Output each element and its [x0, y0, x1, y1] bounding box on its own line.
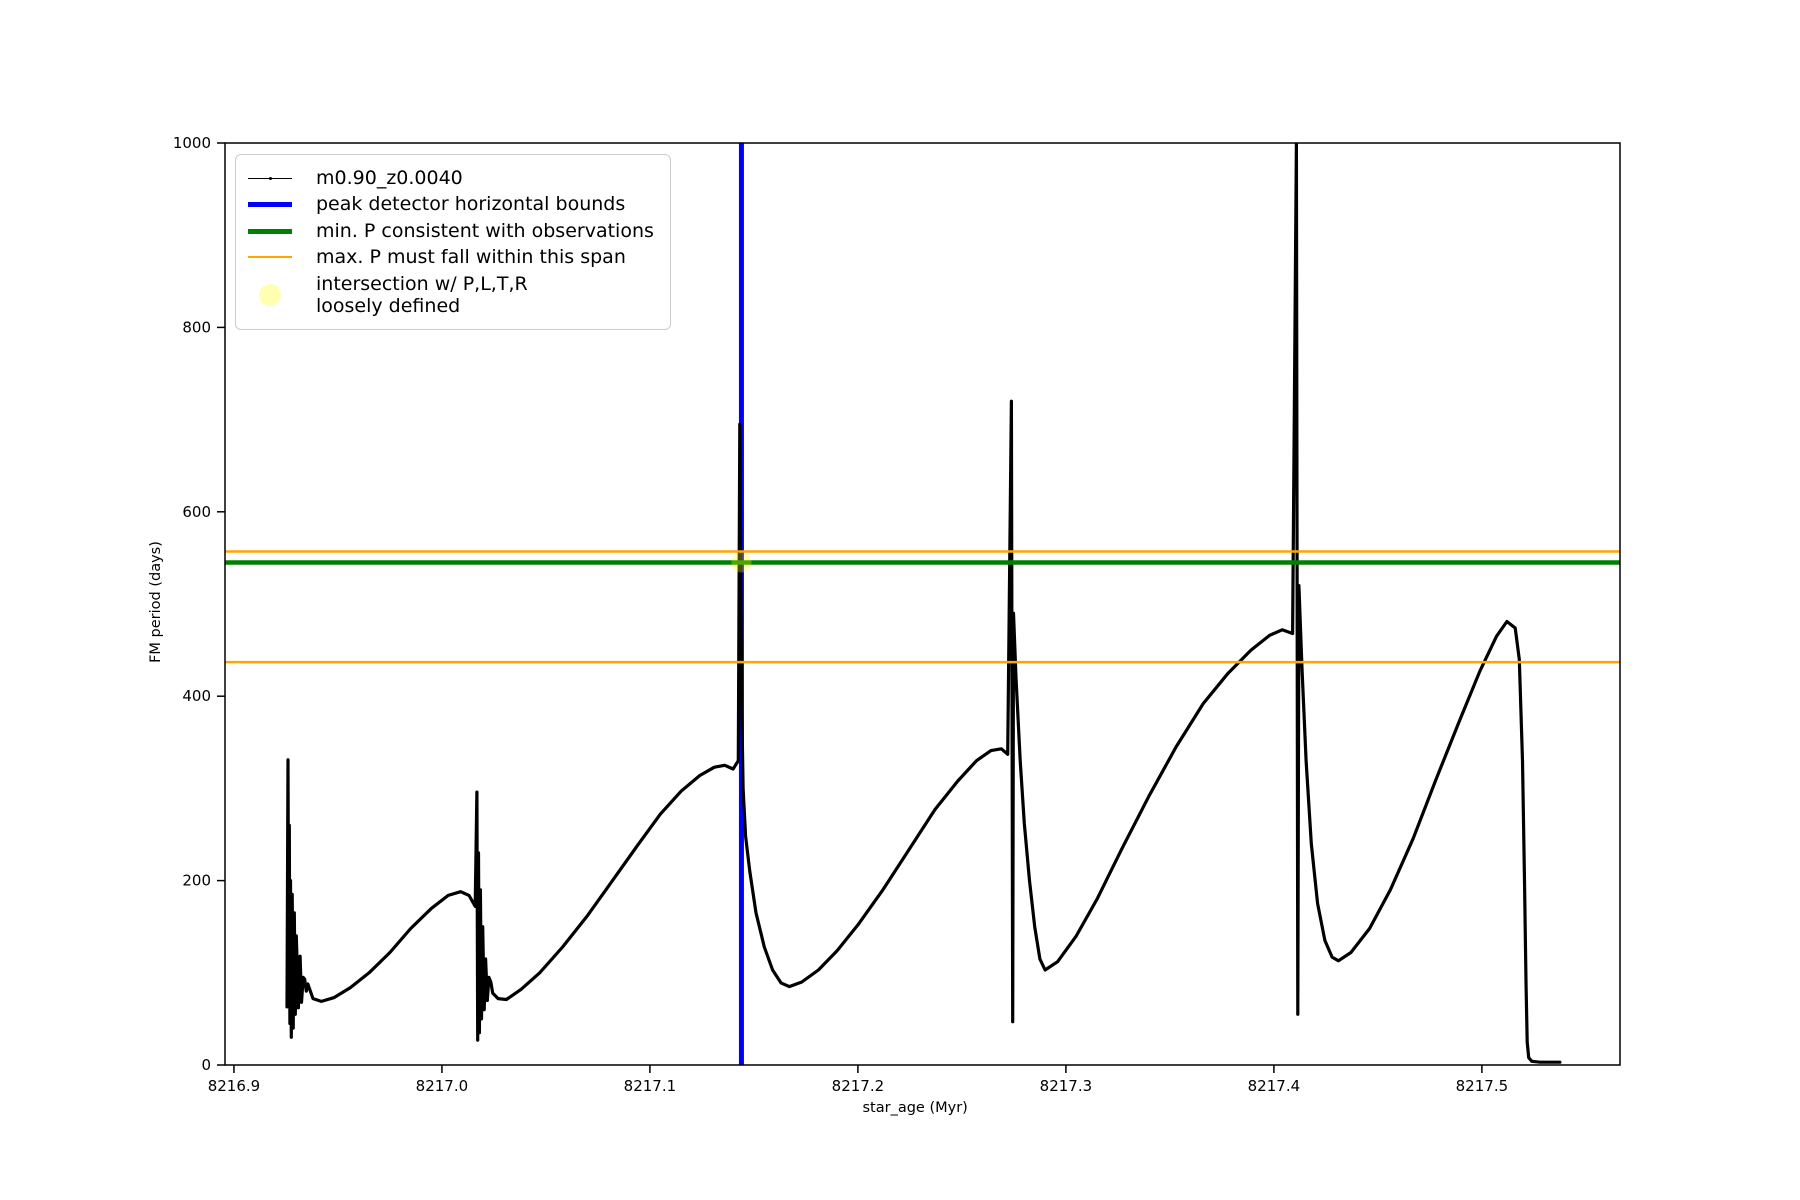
plot-frame: [224, 142, 1621, 1066]
x-tick-label: 8217.5: [1456, 1077, 1509, 1095]
legend-item-min-p: min. P consistent with observations: [248, 220, 656, 242]
y-tick-label: 400: [182, 687, 211, 705]
legend-item-peak-detector: peak detector horizontal bounds: [248, 193, 656, 215]
legend-label: intersection w/ P,L,T,R loosely defined: [316, 272, 528, 318]
x-tick-label: 8217.4: [1248, 1077, 1301, 1095]
y-tick-label: 600: [182, 503, 211, 521]
legend-item-max-p: max. P must fall within this span: [248, 246, 656, 268]
y-axis-label: FM period (days): [147, 541, 164, 663]
series-line-icon: [248, 176, 292, 180]
x-tick-label: 8217.0: [416, 1077, 469, 1095]
y-tick-label: 0: [201, 1056, 211, 1074]
x-axis-label: star_age (Myr): [862, 1100, 968, 1116]
legend-label: min. P consistent with observations: [316, 219, 654, 242]
x-tick-label: 8217.3: [1040, 1077, 1093, 1095]
legend-label: m0.90_z0.0040: [316, 167, 463, 189]
blue-line-icon: [248, 202, 292, 208]
x-tick-label: 8216.9: [208, 1077, 261, 1095]
legend-label: max. P must fall within this span: [316, 246, 626, 269]
axis-ticks: 8216.9 8217.0 8217.1 8217.2 8217.3 8217.4 8217…: [173, 134, 1508, 1095]
legend-label: peak detector horizontal bounds: [316, 193, 626, 216]
series-m0.90_z0.0040: [285, 143, 1562, 1064]
marker-intersection-w-P-L-T-R-loosely-defined: [731, 552, 752, 573]
x-tick-label: 8217.1: [624, 1077, 677, 1095]
legend-item-intersection: intersection w/ P,L,T,R loosely defined: [248, 273, 656, 318]
legend: m0.90_z0.0040 peak detector horizontal b…: [235, 154, 671, 331]
legend-item-series: m0.90_z0.0040: [248, 167, 656, 189]
y-tick-label: 1000: [173, 134, 211, 152]
green-line-icon: [248, 228, 292, 234]
yellow-dot-icon: [248, 284, 292, 307]
y-tick-label: 800: [182, 318, 211, 336]
x-tick-label: 8217.2: [832, 1077, 885, 1095]
orange-line-icon: [248, 256, 292, 259]
y-tick-label: 200: [182, 872, 211, 890]
